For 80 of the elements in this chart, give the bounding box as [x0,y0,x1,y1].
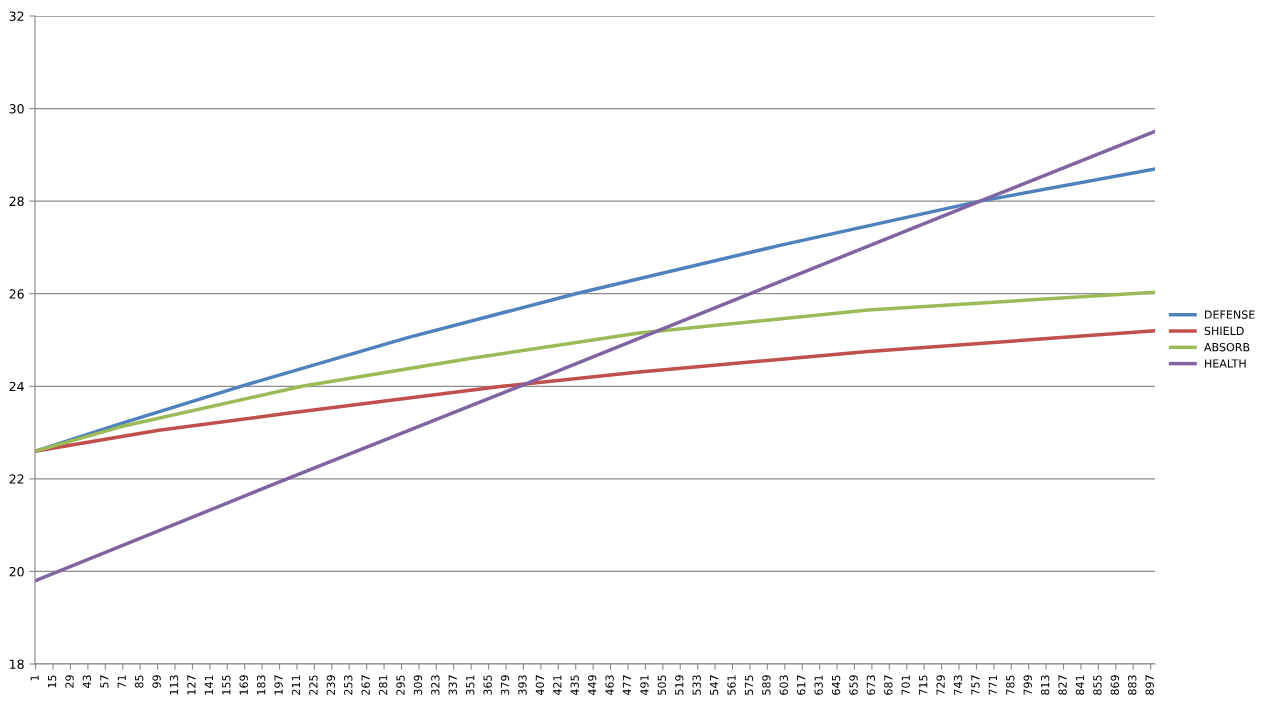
legend-label: DEFENSE [1205,310,1255,319]
x-tick-label: 141 [204,675,213,695]
x-tick-label: 393 [518,675,527,695]
x-tick-label: 715 [919,675,928,695]
x-tick-label: 869 [1110,675,1120,695]
x-tick-label: 99 [152,675,161,688]
x-tick-label: 631 [814,675,823,695]
x-tick-label: 841 [1075,675,1085,695]
x-tick-label: 645 [831,675,841,695]
x-tick-label: 617 [797,675,806,695]
x-tick-label: 15 [48,675,57,688]
x-tick-label: 575 [744,675,754,695]
x-tick-label: 267 [361,675,370,695]
x-tick-label: 295 [396,675,405,695]
x-tick-label: 57 [100,675,109,688]
x-tick-label: 29 [65,675,74,688]
line-series [35,329,1155,453]
x-tick-label: 533 [692,675,701,695]
x-tick-label: 155 [222,675,231,695]
x-tick-label: 71 [117,675,126,688]
x-tick-label: 449 [587,675,597,696]
x-tick-label: 323 [431,675,440,695]
x-tick-label: 239 [326,675,336,695]
x-tick-label: 547 [710,675,719,695]
x-tick-label: 463 [605,675,614,696]
x-tick-label: 281 [378,675,388,695]
x-tick-label: 407 [535,675,545,696]
y-tick-label: 30 [9,104,24,114]
x-tick-label: 337 [448,675,457,695]
x-tick-label: 127 [187,675,196,695]
y-tick-label: 26 [9,289,24,299]
x-tick-label: 379 [500,675,510,695]
y-tick-label: 32 [9,11,24,21]
x-tick-label: 743 [953,675,963,695]
x-tick-label: 477 [622,675,632,696]
x-tick-label: 505 [657,675,667,695]
y-tick-label: 20 [9,566,24,577]
x-tick-label: 729 [936,675,945,695]
x-tick-label: 701 [901,675,910,695]
x-tick-label: 589 [762,675,771,695]
x-tick-label: 351 [466,675,475,695]
x-tick-label: 197 [274,675,283,695]
x-tick-label: 1 [30,675,39,681]
x-tick-label: 603 [779,675,788,695]
x-tick-label: 491 [640,675,649,696]
x-tick-label: 183 [256,675,266,695]
x-tick-label: 785 [1006,675,1015,695]
x-tick-label: 673 [866,675,876,695]
line-series [35,129,1155,583]
x-tick-label: 365 [483,675,492,695]
x-tick-label: 309 [413,675,423,695]
x-tick-label: 827 [1058,675,1067,695]
x-tick-label: 771 [988,675,997,695]
y-tick-label: 18 [10,659,24,669]
x-tick-label: 883 [1128,675,1137,695]
legend-label: ABSORB [1204,342,1250,352]
x-tick-label: 519 [675,675,684,695]
legend-label: HEALTH [1205,359,1246,368]
x-tick-label: 43 [82,675,92,689]
x-tick-label: 561 [727,675,736,695]
x-tick-label: 799 [1023,675,1032,695]
legend-label: SHIELD [1204,326,1244,336]
x-tick-label: 757 [971,675,980,695]
x-tick-label: 225 [309,675,318,695]
line-series [35,290,1155,453]
x-tick-label: 897 [1145,675,1154,695]
x-tick-label: 421 [553,675,562,696]
x-tick-label: 687 [884,675,893,695]
x-tick-label: 169 [239,675,248,695]
x-tick-label: 659 [849,675,858,695]
x-tick-label: 85 [134,675,144,688]
y-tick-label: 22 [9,474,24,484]
x-tick-label: 813 [1040,675,1050,695]
x-tick-label: 113 [169,675,179,695]
x-tick-label: 855 [1093,675,1102,695]
x-tick-label: 253 [344,675,353,695]
x-tick-label: 211 [291,675,301,695]
y-tick-label: 24 [9,381,24,392]
y-tick-label: 28 [9,196,24,207]
x-tick-label: 435 [570,675,579,696]
